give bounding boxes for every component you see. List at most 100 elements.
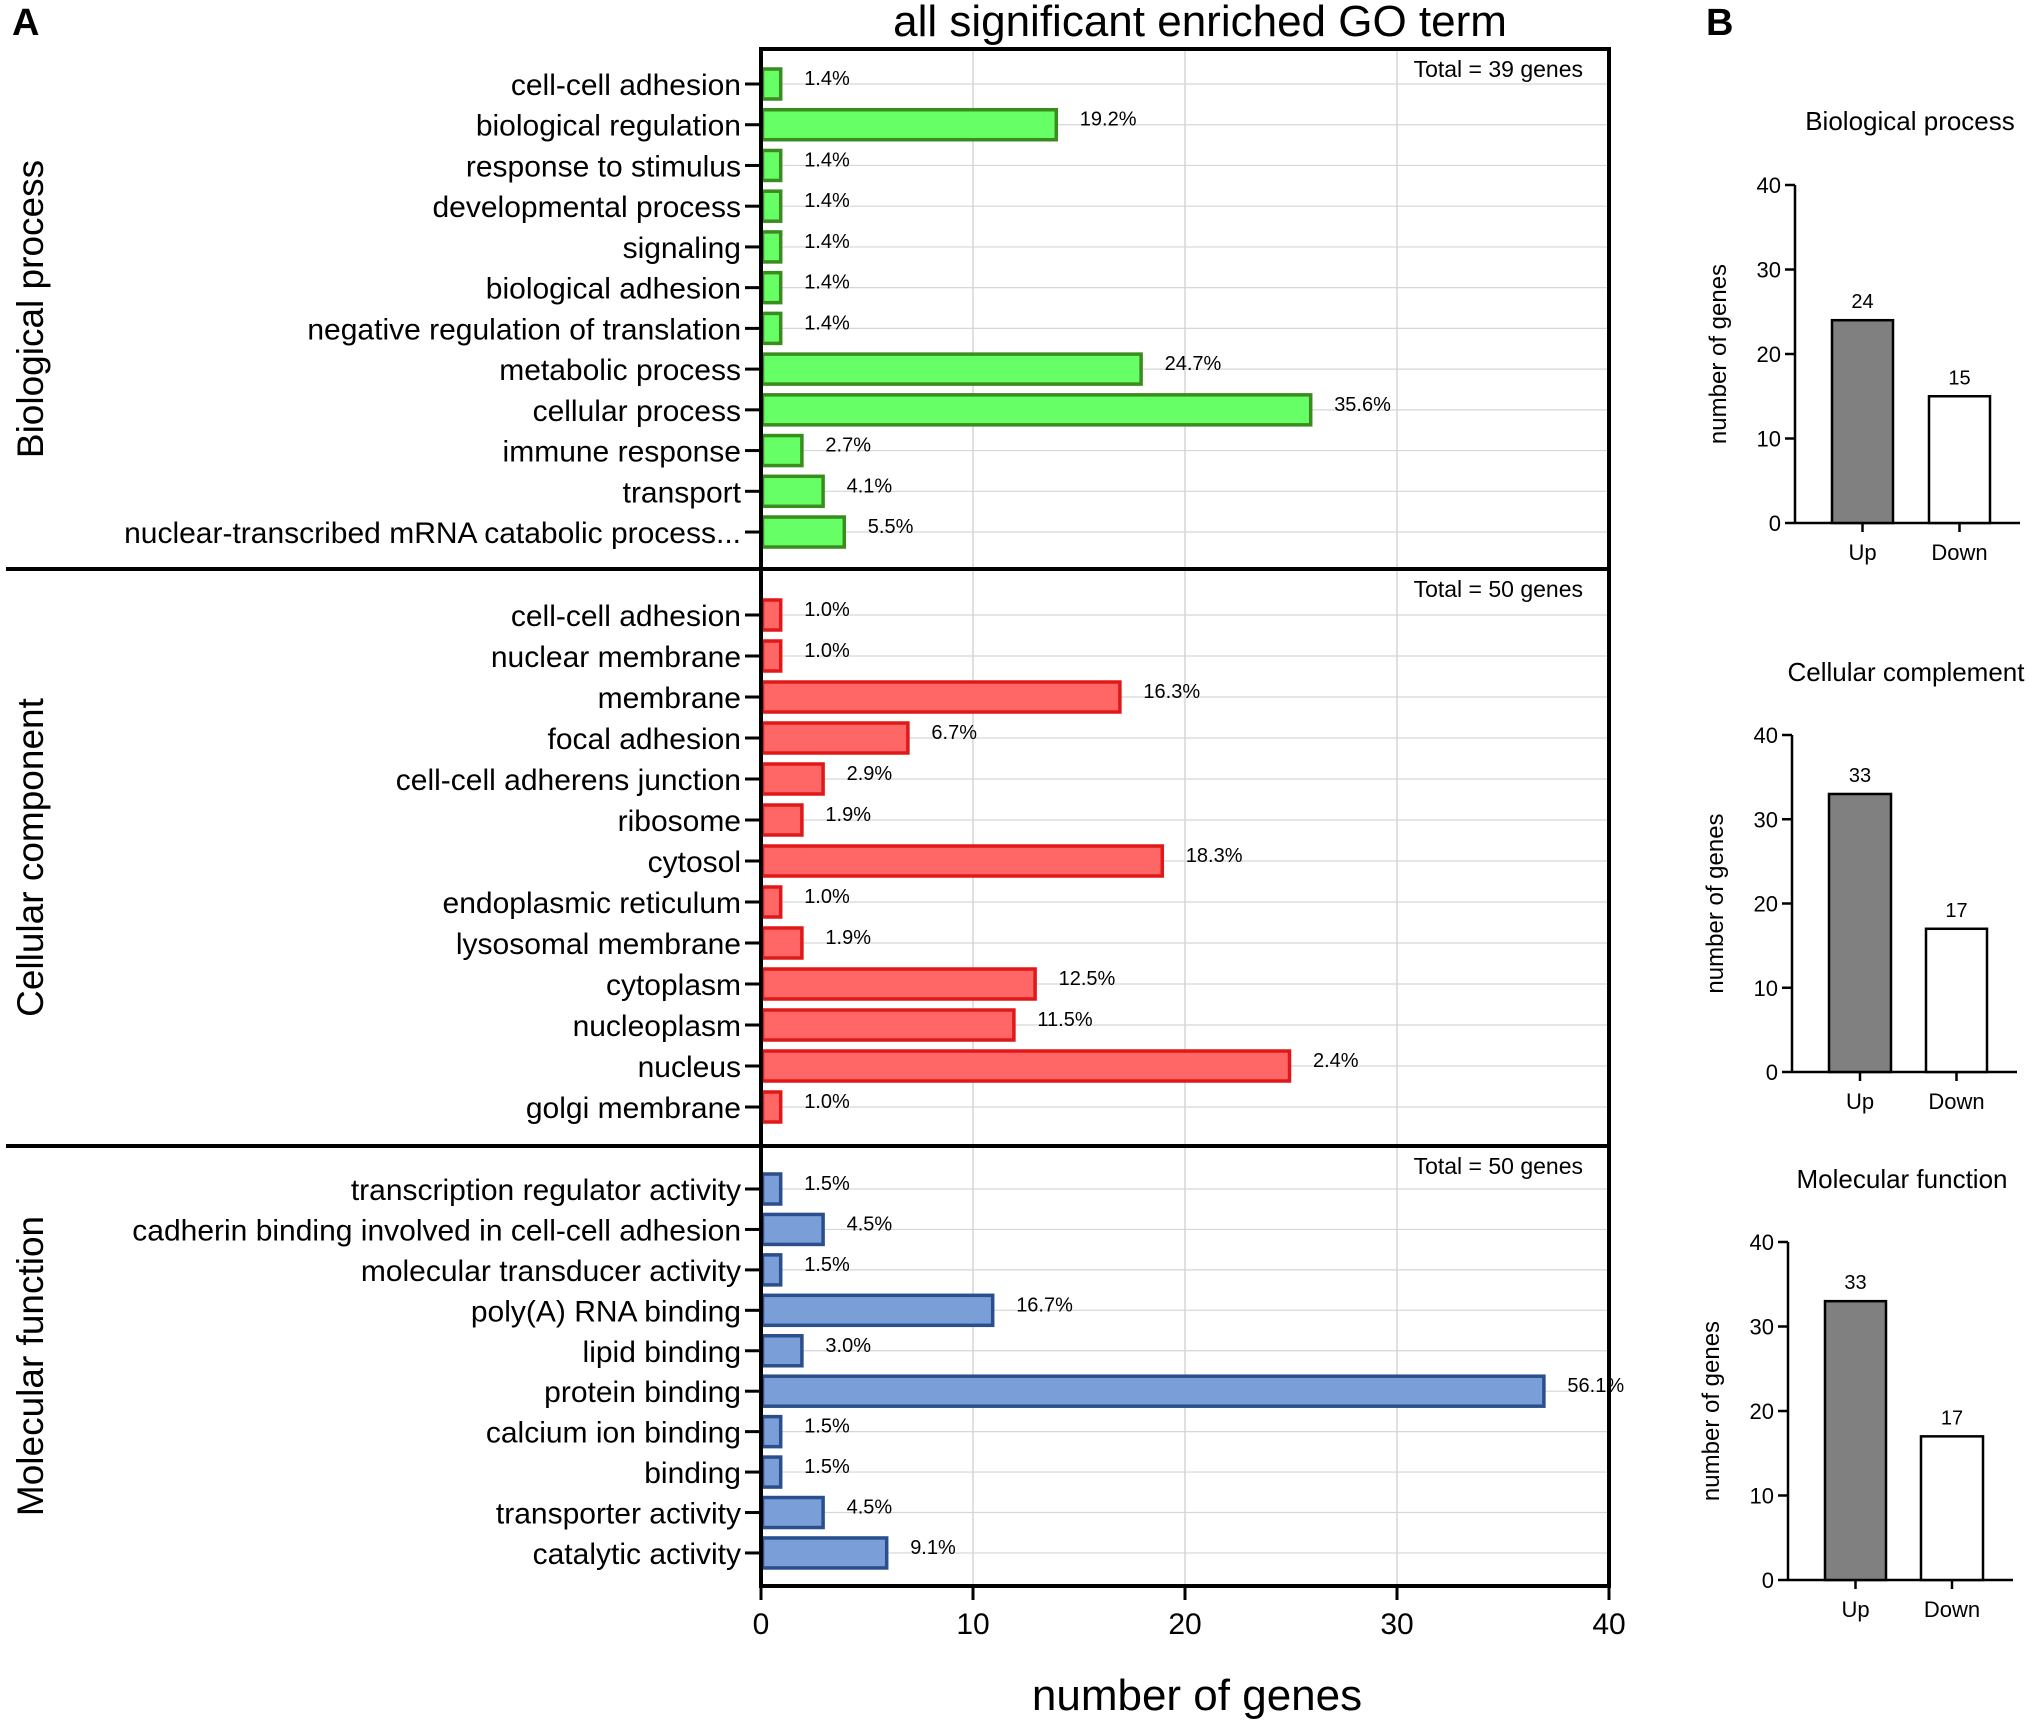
bar: [1823, 1299, 1888, 1582]
category-label: response to stimulus: [466, 150, 741, 183]
category-label: endoplasmic reticulum: [443, 887, 741, 920]
bar: [760, 1334, 804, 1368]
small-chart-title: Cellular complement: [1788, 657, 2026, 687]
category-label: lipid binding: [583, 1336, 741, 1369]
bar: [760, 598, 783, 632]
pct-label: 1.0%: [804, 599, 850, 621]
pct-label: 19.2%: [1080, 109, 1137, 131]
y-tick-label: 30: [1757, 258, 1781, 283]
pct-label: 16.7%: [1016, 1294, 1073, 1316]
value-label: 24: [1851, 291, 1873, 313]
pct-label: 4.1%: [847, 475, 893, 497]
bar: [760, 1008, 1016, 1042]
category-label: cellular process: [533, 395, 741, 428]
category-label: Down: [1931, 540, 1987, 565]
section-label: Cellular component: [10, 697, 51, 1017]
group-cc: cell-cell adhesion 1.0% nuclear membrane 1.…: [10, 576, 1583, 1125]
category-label: golgi membrane: [526, 1092, 741, 1125]
category-label: cell-cell adhesion: [511, 69, 741, 102]
bar: [760, 474, 825, 509]
bar: [760, 967, 1037, 1001]
bar: [1924, 927, 1989, 1074]
x-tick-label: 20: [1168, 1608, 1201, 1641]
bar: [760, 803, 804, 837]
value-label: 33: [1849, 765, 1871, 787]
y-tick-label: 10: [1750, 1484, 1774, 1509]
bar: [760, 1536, 889, 1570]
bar: [760, 107, 1059, 142]
mf-updown-chart: Molecular function 0 10 20 30 40 33 Up 17 Down num…: [1698, 1164, 2013, 1622]
category-label: biological regulation: [476, 110, 741, 143]
pct-label: 12.5%: [1059, 968, 1116, 990]
pct-label: 2.4%: [1313, 1050, 1359, 1072]
category-label: signaling: [623, 232, 741, 265]
pct-label: 1.4%: [804, 190, 850, 212]
category-label: Up: [1841, 1597, 1869, 1622]
x-tick-label: 40: [1592, 1608, 1625, 1641]
category-label: lysosomal membrane: [456, 928, 741, 961]
category-label: developmental process: [432, 191, 741, 224]
category-label: calcium ion binding: [486, 1417, 741, 1450]
category-label: nuclear membrane: [491, 641, 741, 674]
pct-label: 1.5%: [804, 1173, 850, 1195]
bar: [760, 393, 1313, 427]
category-label: immune response: [503, 436, 741, 469]
pct-label: 2.7%: [825, 435, 871, 457]
category-label: transporter activity: [496, 1498, 741, 1531]
small-chart-title: Molecular function: [1797, 1164, 2008, 1194]
y-tick-label: 40: [1754, 723, 1778, 748]
y-tick-label: 20: [1754, 892, 1778, 917]
category-label: Down: [1924, 1597, 1980, 1622]
chart-title: all significant enriched GO term: [893, 0, 1507, 46]
bar: [760, 885, 783, 919]
bar: [760, 721, 910, 755]
y-tick-label: 0: [1769, 511, 1781, 536]
y-tick-label: 10: [1754, 976, 1778, 1001]
category-label: nucleus: [638, 1051, 741, 1084]
pct-label: 11.5%: [1037, 1009, 1092, 1031]
bar: [760, 311, 783, 346]
x-tick-label: 30: [1380, 1608, 1413, 1641]
cc-updown-chart: Cellular complement 0 10 20 30 40 33 Up 17 Down nu…: [1702, 657, 2025, 1114]
pct-label: 1.0%: [804, 886, 850, 908]
y-axis-label: number of genes: [1705, 264, 1732, 444]
small-chart-title: Biological process: [1805, 106, 2015, 136]
pct-label: 16.3%: [1143, 681, 1200, 703]
bar: [760, 1090, 783, 1124]
bar: [760, 1212, 825, 1247]
category-label: poly(A) RNA binding: [471, 1295, 741, 1328]
pct-label: 4.5%: [847, 1213, 893, 1235]
category-label: cell-cell adherens junction: [396, 764, 741, 797]
pct-label: 4.5%: [847, 1497, 893, 1519]
value-label: 33: [1844, 1272, 1866, 1294]
bar: [760, 926, 804, 960]
category-label: metabolic process: [499, 354, 741, 387]
pct-label: 9.1%: [910, 1537, 956, 1559]
y-tick-label: 0: [1766, 1060, 1778, 1085]
panel-label-a: A: [12, 2, 40, 44]
category-label: nucleoplasm: [573, 1010, 741, 1043]
category-label: transport: [623, 476, 742, 509]
x-axis-label: number of genes: [1032, 1671, 1362, 1720]
group-bp: cell-cell adhesion 1.4% biological regulat…: [10, 56, 1583, 550]
bar: [760, 230, 783, 264]
pct-label: 2.9%: [847, 763, 893, 785]
bar: [760, 1253, 783, 1287]
bar: [1919, 1435, 1985, 1582]
category-label: cytoplasm: [606, 969, 741, 1002]
y-tick-label: 40: [1757, 173, 1781, 198]
bar: [760, 762, 825, 796]
pct-label: 1.9%: [825, 927, 871, 949]
x-tick-label: 0: [753, 1608, 770, 1641]
category-label: molecular transducer activity: [361, 1255, 741, 1288]
pct-label: 1.4%: [804, 68, 850, 90]
bar: [760, 1495, 825, 1530]
pct-label: 5.5%: [868, 516, 914, 538]
pct-label: 1.5%: [804, 1254, 850, 1276]
category-label: cell-cell adhesion: [511, 600, 741, 633]
pct-label: 1.5%: [804, 1416, 850, 1438]
group-mf: transcription regulator activity 1.5% cadh…: [10, 1153, 1624, 1571]
value-label: 17: [1941, 1407, 1963, 1429]
